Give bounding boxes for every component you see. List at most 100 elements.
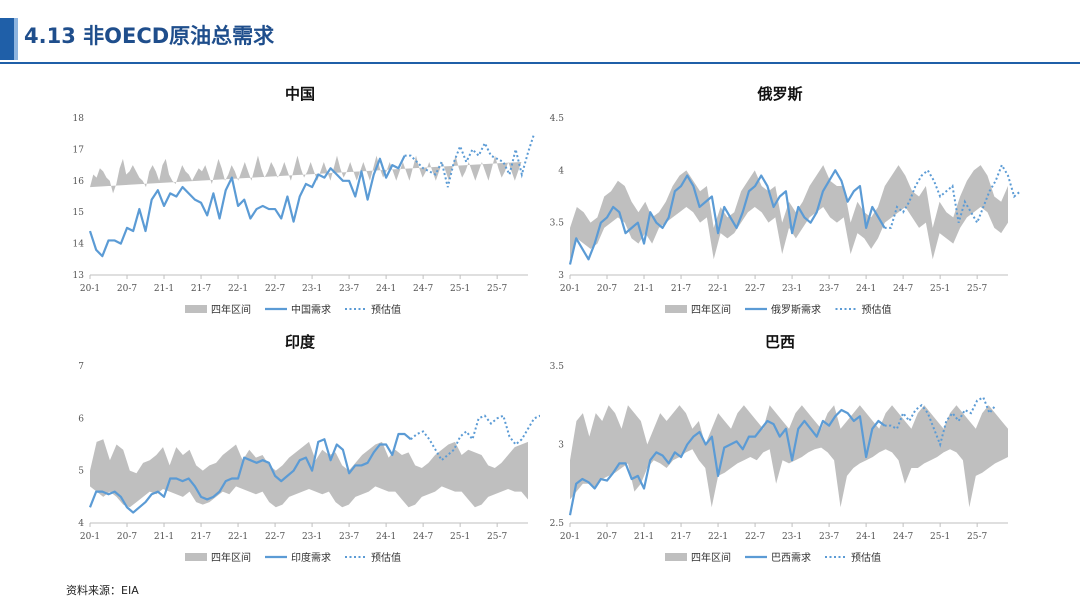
- page-title: 4.13 非OECD原油总需求: [24, 24, 275, 48]
- x-tick-label: 25-7: [967, 532, 987, 542]
- chart-china: 中国 13 14 15 16 17 18 20-1 20-7 21-1 21-7 22-1 22-7 23…: [73, 85, 536, 316]
- x-tick-label: 24-7: [413, 532, 433, 542]
- forecast-line: [884, 162, 1020, 229]
- y-tick-label: 4: [558, 166, 564, 176]
- forecast-line: [410, 414, 540, 462]
- y-tick-label: 4.5: [550, 114, 565, 124]
- y-tick-label: 3.5: [550, 362, 565, 372]
- x-tick-label: 20-7: [597, 532, 617, 542]
- x-tick-label: 23-7: [819, 284, 839, 294]
- chart-panel-russia: 俄罗斯 3 3.5 4 4.5 20-1 20-7 21-1 21-7 22-1 22-7 23-1 2…: [540, 80, 1020, 325]
- x-tick-label: 25-7: [967, 284, 987, 294]
- x-tick-label: 21-1: [634, 284, 654, 294]
- chart-title: 巴西: [765, 333, 795, 351]
- y-tick-label: 5: [78, 467, 84, 477]
- x-tick-label: 22-1: [708, 532, 728, 542]
- x-tick-label: 25-1: [930, 532, 950, 542]
- x-tick-label: 20-1: [80, 284, 100, 294]
- actual-demand-line: [568, 169, 886, 265]
- x-tick-label: 21-1: [634, 532, 654, 542]
- chart-panel-brazil: 巴西 2.5 3 3.5 20-1 20-7 21-1 21-7 22-1 22-7 23-1 23-…: [540, 328, 1020, 573]
- legend-label-actual: 巴西需求: [771, 552, 811, 564]
- legend-label-forecast: 预估值: [371, 551, 401, 564]
- x-tick-label: 24-1: [376, 284, 396, 294]
- chart-brazil: 巴西 2.5 3 3.5 20-1 20-7 21-1 21-7 22-1 22-7 23-1 23-…: [550, 333, 1008, 564]
- legend-label-actual: 中国需求: [291, 303, 331, 316]
- chart-title: 俄罗斯: [756, 85, 802, 103]
- x-tick-label: 20-7: [597, 284, 617, 294]
- range-band: [90, 439, 528, 508]
- legend-label-forecast: 预估值: [862, 303, 892, 316]
- y-tick-label: 4: [78, 519, 84, 529]
- x-tick-label: 20-1: [80, 532, 100, 542]
- actual-demand-line: [88, 155, 406, 258]
- forecast-line: [884, 396, 997, 448]
- legend-label-band: 四年区间: [691, 303, 731, 316]
- x-tick-label: 22-7: [265, 532, 285, 542]
- x-tick-label: 22-7: [745, 284, 765, 294]
- source-note: 资料来源：EIA: [66, 584, 139, 597]
- x-tick-label: 21-1: [154, 284, 174, 294]
- chart-title: 印度: [285, 333, 316, 351]
- y-tick-label: 7: [78, 362, 84, 372]
- x-tick-label: 23-7: [819, 532, 839, 542]
- legend-label-actual: 印度需求: [291, 551, 331, 564]
- x-tick-label: 23-7: [339, 284, 359, 294]
- y-tick-label: 18: [73, 114, 85, 124]
- x-tick-label: 24-1: [376, 532, 396, 542]
- actual-demand-line: [88, 432, 412, 514]
- x-tick-label: 21-1: [154, 532, 174, 542]
- x-tick-label: 22-1: [708, 284, 728, 294]
- chart-russia: 俄罗斯 3 3.5 4 4.5 20-1 20-7 21-1 21-7 22-1 22-7 23-1 2…: [550, 85, 1020, 316]
- header-accent-bar: [0, 18, 14, 60]
- x-tick-label: 23-1: [782, 284, 802, 294]
- range-band: [90, 155, 522, 194]
- legend-swatch-band: [665, 305, 687, 313]
- chart-panel-china: 中国 13 14 15 16 17 18 20-1 20-7 21-1 21-7 22-1 22-7 23…: [60, 80, 540, 325]
- y-tick-label: 2.5: [550, 519, 565, 529]
- x-tick-label: 20-1: [560, 284, 580, 294]
- y-tick-label: 3: [558, 271, 564, 281]
- x-tick-label: 22-1: [228, 284, 248, 294]
- x-tick-label: 21-7: [671, 284, 691, 294]
- x-tick-label: 25-7: [487, 284, 507, 294]
- x-tick-label: 20-7: [117, 284, 137, 294]
- chart-panel-india: 印度 4 5 6 7 20-1 20-7 21-1 21-7 22-1 22-7 23-1 23-7 24…: [60, 328, 540, 573]
- x-tick-label: 21-7: [191, 284, 211, 294]
- x-tick-label: 25-1: [450, 284, 470, 294]
- x-tick-label: 24-7: [893, 532, 913, 542]
- x-tick-label: 25-7: [487, 532, 507, 542]
- x-tick-label: 25-1: [450, 532, 470, 542]
- x-tick-label: 23-1: [302, 532, 322, 542]
- x-tick-label: 20-1: [560, 532, 580, 542]
- y-tick-label: 6: [78, 414, 84, 424]
- y-tick-label: 14: [73, 240, 85, 250]
- chart-title: 中国: [285, 85, 315, 103]
- x-tick-label: 23-7: [339, 532, 359, 542]
- forecast-line: [404, 133, 536, 188]
- y-tick-label: 17: [73, 145, 85, 155]
- x-tick-label: 22-7: [265, 284, 285, 294]
- legend-swatch-band: [665, 553, 687, 561]
- legend-label-band: 四年区间: [211, 303, 251, 316]
- chart-india: 印度 4 5 6 7 20-1 20-7 21-1 21-7 22-1 22-7 23-1 23-7 24…: [78, 333, 540, 564]
- actual-demand-line: [568, 408, 886, 516]
- y-tick-label: 13: [73, 271, 85, 281]
- x-tick-label: 24-1: [856, 284, 876, 294]
- x-tick-label: 24-7: [893, 284, 913, 294]
- legend-swatch-band: [185, 305, 207, 313]
- legend-label-forecast: 预估值: [371, 303, 401, 316]
- y-tick-label: 3.5: [550, 219, 565, 229]
- y-tick-label: 15: [73, 208, 85, 218]
- x-tick-label: 22-7: [745, 532, 765, 542]
- x-tick-label: 24-1: [856, 532, 876, 542]
- x-tick-label: 20-7: [117, 532, 137, 542]
- legend-swatch-band: [185, 553, 207, 561]
- x-tick-label: 23-1: [302, 284, 322, 294]
- x-tick-label: 24-7: [413, 284, 433, 294]
- x-tick-label: 21-7: [191, 532, 211, 542]
- legend-label-actual: 俄罗斯需求: [771, 303, 821, 316]
- y-tick-label: 16: [73, 177, 85, 187]
- header-divider: [0, 62, 1080, 64]
- x-tick-label: 21-7: [671, 532, 691, 542]
